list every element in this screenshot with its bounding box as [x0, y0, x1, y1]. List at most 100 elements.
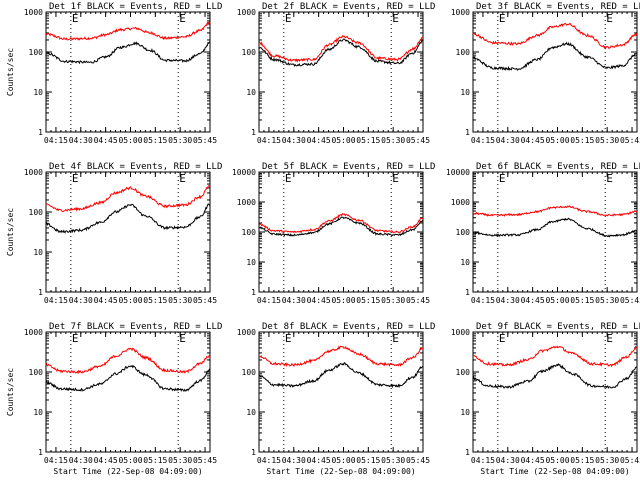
x-tick-label: 04:30 [496, 296, 520, 305]
y-tick-label: 1 [465, 448, 470, 457]
eclipse-marker: E [72, 332, 79, 345]
x-tick-label: 05:00 [118, 296, 142, 305]
y-tick-label: 10000 [232, 168, 256, 177]
y-tick-label: 1 [251, 448, 256, 457]
series-events-line [472, 217, 638, 238]
chart-title: Det 9f BLACK = Events, RED = LLD [476, 322, 640, 332]
y-tick-label: 1000 [237, 328, 256, 337]
y-tick-label: 1000 [451, 8, 470, 17]
x-tick-label: 05:00 [331, 136, 355, 145]
y-tick-label: 1 [465, 288, 470, 297]
chart-panel-8: Det 8f BLACK = Events, RED = LLD 1 10 100 10… [237, 322, 436, 476]
x-tick-label: 05:00 [331, 456, 355, 465]
y-tick-label: 1 [251, 288, 256, 297]
eclipse-marker: E [392, 172, 399, 185]
series-events-line [472, 41, 638, 71]
x-tick-label: 05:30 [381, 136, 405, 145]
x-axis-label: Start Time (22-Sep-08 04:09:00) [266, 467, 415, 476]
x-tick-label: 04:15 [44, 136, 68, 145]
x-tick-label: 04:45 [307, 456, 331, 465]
y-tick-label: 100 [29, 48, 44, 57]
y-tick-label: 10 [246, 258, 256, 267]
x-tick-label: 05:15 [143, 296, 167, 305]
chart-panel-5: Det 5f BLACK = Events, RED = LLD 1 10 100 10… [232, 162, 435, 305]
x-tick-label: 04:45 [521, 456, 545, 465]
y-tick-label: 100 [456, 368, 471, 377]
chart-panel-9: Det 9f BLACK = Events, RED = LLD 1 10 100 10… [451, 322, 640, 476]
chart-title: Det 5f BLACK = Events, RED = LLD [262, 162, 435, 172]
series-events-line [45, 203, 211, 234]
x-tick-label: 04:30 [69, 136, 93, 145]
eclipse-marker: E [392, 332, 399, 345]
plot-frame [258, 331, 424, 453]
x-tick-label: 04:15 [44, 456, 68, 465]
x-tick-label: 05:30 [168, 136, 192, 145]
plot-frame [258, 11, 424, 133]
x-tick-label: 05:00 [118, 456, 142, 465]
series-lld-line [45, 20, 211, 41]
x-tick-label: 05:00 [118, 136, 142, 145]
series-lld-line [258, 345, 424, 368]
eclipse-marker: E [285, 332, 292, 345]
eclipse-marker: E [606, 172, 613, 185]
y-tick-label: 10 [460, 408, 470, 417]
y-tick-label: 1 [38, 128, 43, 137]
y-tick-label: 100 [29, 208, 44, 217]
x-tick-label: 04:15 [471, 456, 495, 465]
eclipse-marker: E [285, 12, 292, 25]
x-tick-label: 05:30 [168, 296, 192, 305]
x-tick-label: 05:30 [168, 456, 192, 465]
series-events-line [258, 362, 424, 389]
x-tick-label: 04:15 [257, 296, 281, 305]
y-tick-label: 10 [33, 88, 43, 97]
y-tick-label: 1 [38, 448, 43, 457]
x-tick-label: 04:15 [257, 456, 281, 465]
series-lld-line [258, 213, 424, 234]
x-tick-label: 04:30 [496, 456, 520, 465]
series-lld-line [472, 345, 638, 368]
y-tick-label: 1 [251, 128, 256, 137]
x-tick-label: 05:15 [356, 456, 380, 465]
y-axis-label: Counts/sec [6, 48, 15, 96]
y-tick-label: 10 [460, 88, 470, 97]
series-lld-line [45, 347, 211, 375]
chart-title: Det 2f BLACK = Events, RED = LLD [262, 2, 435, 12]
plot-frame [45, 171, 211, 293]
y-tick-label: 1000 [24, 8, 43, 17]
x-tick-label: 05:00 [545, 136, 569, 145]
eclipse-marker: E [499, 12, 506, 25]
x-tick-label: 04:45 [307, 136, 331, 145]
x-tick-label: 05:45 [406, 136, 430, 145]
x-tick-label: 05:45 [193, 456, 217, 465]
x-tick-label: 04:30 [69, 296, 93, 305]
x-tick-label: 04:45 [521, 296, 545, 305]
x-tick-label: 05:45 [620, 296, 640, 305]
y-tick-label: 10 [246, 88, 256, 97]
series-events-line [258, 38, 424, 67]
y-tick-label: 100 [242, 368, 257, 377]
y-tick-label: 1 [465, 128, 470, 137]
chart-title: Det 7f BLACK = Events, RED = LLD [49, 322, 222, 332]
eclipse-marker: E [72, 172, 79, 185]
y-tick-label: 10 [33, 248, 43, 257]
y-tick-label: 100 [29, 368, 44, 377]
plot-frame [45, 331, 211, 453]
x-tick-label: 04:45 [521, 136, 545, 145]
series-events-line [45, 364, 211, 392]
y-tick-label: 10 [33, 408, 43, 417]
y-tick-label: 100 [242, 48, 257, 57]
y-axis-label: Counts/sec [6, 368, 15, 416]
plot-frame [472, 331, 638, 453]
series-lld-line [472, 22, 638, 50]
x-tick-label: 05:15 [570, 456, 594, 465]
series-lld-line [258, 34, 424, 63]
y-tick-label: 10 [460, 258, 470, 267]
y-tick-label: 1000 [237, 8, 256, 17]
x-tick-label: 05:15 [356, 136, 380, 145]
plot-frame [472, 11, 638, 133]
chart-panel-1: Det 1f BLACK = Events, RED = LLD 1 10 100 10… [6, 2, 222, 145]
eclipse-marker: E [606, 12, 613, 25]
y-tick-label: 1 [38, 288, 43, 297]
eclipse-marker: E [606, 332, 613, 345]
